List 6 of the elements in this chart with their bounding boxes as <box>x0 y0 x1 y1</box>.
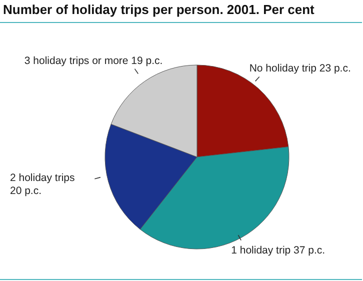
slice-label: 1 holiday trip 37 p.c. <box>231 244 326 256</box>
slice-label: 3 holiday trips or more 19 p.c. <box>24 54 163 67</box>
slice-label: No holiday trip 23 p.c. <box>249 62 351 75</box>
data-label: 20 p.c. <box>10 184 42 197</box>
chart-title: Number of holiday trips per person. 2001. Per cent <box>3 2 314 17</box>
slice-label: 2 holiday trips <box>10 172 75 184</box>
